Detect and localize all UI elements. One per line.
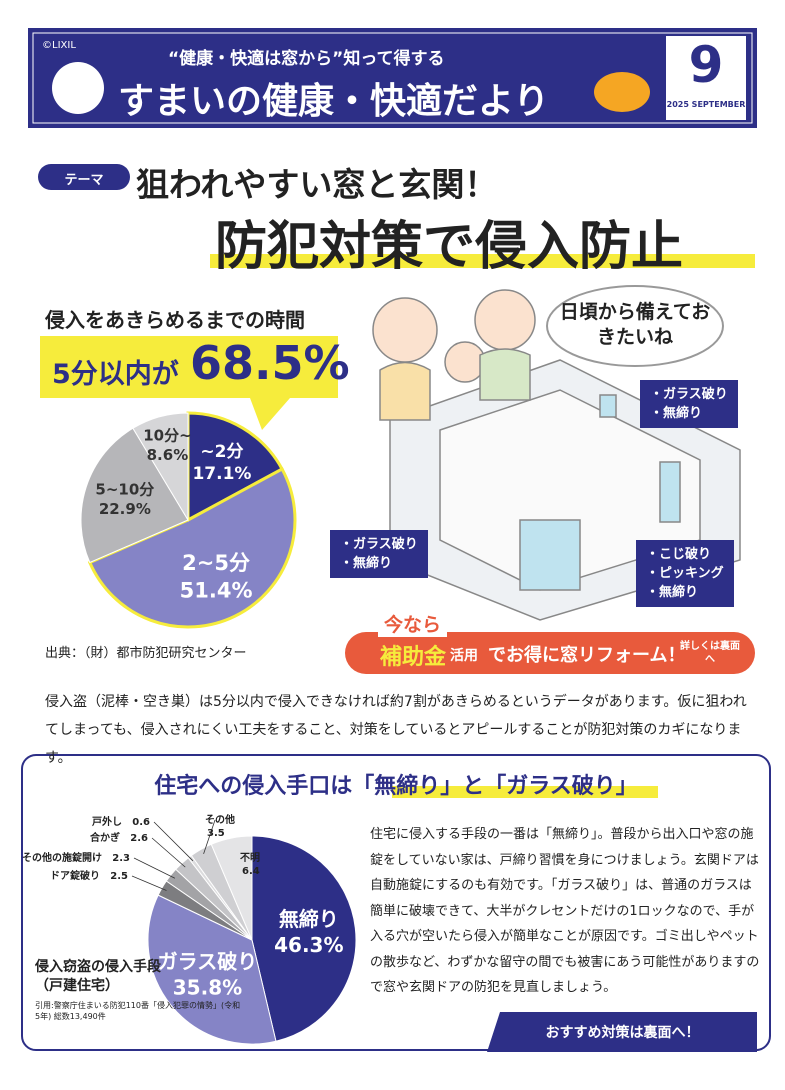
slice-value: 2.5 xyxy=(110,871,128,882)
button-text[interactable]: おすすめ対策は裏面へ！ xyxy=(545,1025,700,1041)
source: 引用:警察庁住まいる防犯110番「侵入犯罪の情勢」(令和5年) 総数13,490… xyxy=(35,1001,241,1021)
callout-item: ・無締り xyxy=(650,406,703,421)
slice-value: 22.9% xyxy=(99,500,151,518)
pie-slice xyxy=(147,894,277,1045)
header-catch: “健康・快適は窓から”知って得する xyxy=(168,49,445,69)
slice-value: 2.6 xyxy=(130,833,148,844)
callout-item: ・ピッキング xyxy=(646,566,724,581)
callout-item: ・無締り xyxy=(340,556,393,571)
title-underline xyxy=(210,254,755,268)
callout-item: ・無締り xyxy=(646,585,699,600)
copyright: ©LIXIL xyxy=(42,40,76,51)
banner xyxy=(345,632,755,674)
slice-label: 10分~ xyxy=(143,427,191,445)
slice-value: 2.3 xyxy=(112,853,130,864)
theme-title: 防犯対策で侵入防止 xyxy=(215,217,684,277)
theme-subtitle: 狙われやすい窓と玄関！ xyxy=(136,165,498,204)
title-highlight xyxy=(392,786,658,798)
theme-tag xyxy=(38,164,130,190)
banner-text: でお得に窓リフォーム！ xyxy=(488,645,686,666)
slice-value: 51.4% xyxy=(180,578,253,602)
button-bg[interactable] xyxy=(487,1012,757,1052)
speech-text: 日頃から備えておきたいね xyxy=(559,301,711,348)
chart-title: 侵入をあきらめるまでの時間 xyxy=(45,308,305,332)
section-body: 住宅に侵入する手段の一番は「無締り」。普段から出入口や窓の施錠をしていない家は、… xyxy=(370,827,760,995)
slice-label: ガラス破り xyxy=(158,949,258,973)
section-box xyxy=(21,754,771,1051)
chart-title: 侵入窃盗の侵入手段（戸建住宅） xyxy=(35,959,161,994)
callout-item: ・ガラス破り xyxy=(340,537,418,552)
slice-label: 合かぎ xyxy=(89,831,120,844)
callout: ・ガラス破り ・無締り xyxy=(640,380,738,428)
slice-value: 6.4 xyxy=(242,866,260,877)
header-title: すまいの健康・快適だより xyxy=(118,81,550,122)
slice-value: 17.1% xyxy=(192,464,251,484)
slice-label: その他の施錠開け xyxy=(22,851,102,864)
banner-note[interactable]: 詳しくは裏面へ xyxy=(680,641,740,665)
leader-line xyxy=(153,821,194,862)
source: 出典：（財）都市防犯研究センター xyxy=(45,646,247,661)
slice-value: 46.3% xyxy=(274,933,343,957)
banner-tag: 今なら xyxy=(378,610,448,637)
month-box xyxy=(666,36,746,120)
pie-slice xyxy=(210,835,253,941)
callout-item: ・こじ破り xyxy=(646,547,712,562)
slice-label: 不明 xyxy=(240,852,260,864)
leader-line xyxy=(151,837,186,868)
section-title: 住宅への侵入手口は「無締り」と「ガラス破り」 xyxy=(154,774,638,799)
callout-item: ・ガラス破り xyxy=(650,387,728,402)
slice-label: ~2分 xyxy=(200,442,243,462)
slice-label: 戸外し xyxy=(92,815,122,828)
slice-label: 5~10分 xyxy=(95,480,154,498)
banner-key: 補助金 xyxy=(380,645,447,670)
leader-line xyxy=(131,875,167,891)
highlight-value: 68.5% xyxy=(190,336,350,390)
pie-slice xyxy=(251,835,357,1042)
slice-label: 無締り xyxy=(279,907,339,931)
slice-value: 35.8% xyxy=(173,975,242,999)
callout: ・こじ破り・ピッキング ・無締り xyxy=(636,540,734,607)
slice-value: 0.6 xyxy=(132,817,150,828)
speech-bubble xyxy=(546,285,724,367)
pie-slice xyxy=(186,411,285,523)
theme-tag-text: テーマ xyxy=(64,173,104,188)
callout: ・ガラス破り ・無締り xyxy=(330,530,428,578)
chick-icon xyxy=(52,62,104,114)
highlight-box xyxy=(40,336,338,398)
slice-label: 2~5分 xyxy=(182,551,250,575)
intro: 侵入盗（泥棒・空き巣）は5分以内で侵入できなければ約7割があきらめるというデータ… xyxy=(45,694,747,766)
issue: 2025 SEPTEMBER xyxy=(666,100,746,109)
slice-label: ドア錠破り xyxy=(50,869,100,882)
slice-value: 8.6% xyxy=(147,446,189,464)
pie-slice xyxy=(87,467,297,629)
month: 9 xyxy=(688,36,724,94)
frog-icon xyxy=(594,72,650,112)
slice-value: 3.5 xyxy=(207,828,225,839)
pie-slice xyxy=(132,412,189,522)
highlight-text: 5分以内が xyxy=(52,359,179,390)
highlight-pointer xyxy=(250,398,290,430)
pie-slice xyxy=(80,427,189,564)
leader-line xyxy=(203,819,216,855)
banner-mid: 活用 xyxy=(450,648,478,664)
header-border xyxy=(32,32,753,124)
slice-label: その他 xyxy=(205,813,235,826)
leader-line xyxy=(133,857,176,879)
